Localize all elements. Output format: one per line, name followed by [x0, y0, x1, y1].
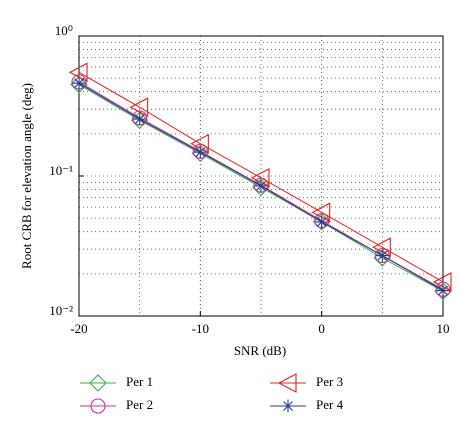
marker [254, 179, 268, 193]
legend-label: Per 3 [316, 374, 343, 389]
x-tick-label: -20 [70, 321, 87, 336]
marker [252, 178, 270, 197]
marker [375, 249, 389, 263]
marker [72, 76, 86, 90]
legend-label: Per 2 [126, 397, 153, 412]
x-tick-label: 0 [318, 321, 325, 336]
marker [436, 284, 450, 297]
legend-label: Per 4 [316, 397, 344, 412]
y-axis-label: Root CRB for elevation angle (deg) [19, 83, 34, 269]
marker [434, 282, 452, 301]
marker [277, 373, 297, 393]
series-line [78, 71, 444, 283]
x-axis-label: SNR (dB) [234, 343, 286, 358]
marker [70, 75, 88, 94]
y-tick-label: 10⁰ [55, 23, 73, 38]
x-tick-label: 10 [437, 321, 450, 336]
marker [90, 398, 106, 414]
y-tick-label: 10⁻² [49, 303, 73, 318]
marker [130, 111, 149, 130]
marker [315, 215, 329, 229]
marker [129, 97, 149, 118]
plot-frame [78, 35, 444, 317]
x-tick-label: -10 [192, 321, 209, 336]
marker [193, 145, 207, 159]
marker [133, 112, 147, 126]
marker [89, 374, 107, 392]
marker [281, 399, 295, 413]
legend-label: Per 1 [126, 374, 153, 389]
y-tick-label: 10⁻¹ [49, 163, 73, 178]
